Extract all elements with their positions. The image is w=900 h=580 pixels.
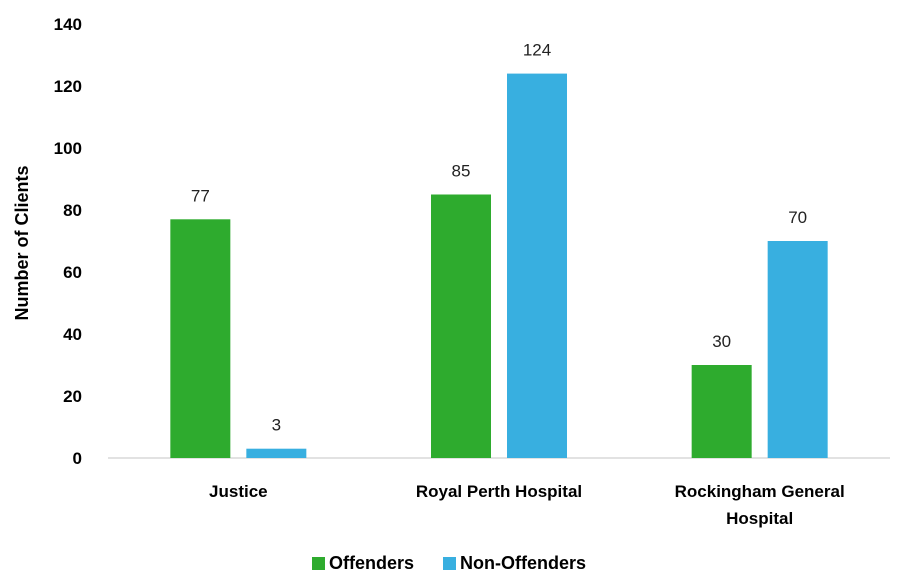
legend[interactable]: Offenders Non-Offenders: [312, 553, 586, 573]
data-label: 124: [523, 41, 551, 60]
bar-non-offenders[interactable]: [246, 448, 307, 458]
y-tick-label: 100: [54, 139, 82, 158]
bar-offenders[interactable]: [431, 194, 491, 459]
legend-item-non-offenders[interactable]: Non-Offenders: [443, 553, 586, 573]
x-category-label: Rockingham General: [675, 482, 845, 501]
data-label: 77: [191, 186, 210, 205]
bar-non-offenders[interactable]: [767, 241, 828, 458]
legend-swatch: [312, 557, 325, 570]
data-labels: 77 3 85 124 30 70: [191, 41, 807, 435]
legend-label: Offenders: [329, 553, 414, 573]
bars: [170, 73, 828, 459]
data-label: 85: [452, 162, 471, 181]
data-label: 70: [788, 208, 807, 227]
data-label: 3: [272, 416, 281, 435]
y-tick-label: 60: [63, 263, 82, 282]
axes: 0 20 40 60 80 100 120 140 Justice Royal Perth Hos…: [54, 15, 890, 528]
data-label: 30: [712, 332, 731, 351]
y-tick-label: 40: [63, 325, 82, 344]
bar-offenders[interactable]: [691, 365, 752, 458]
y-tick-label: 80: [63, 201, 82, 220]
y-tick-label: 20: [63, 387, 82, 406]
legend-swatch: [443, 557, 456, 570]
legend-label: Non-Offenders: [460, 553, 586, 573]
y-axis-title: Number of Clients: [12, 165, 32, 320]
y-tick-label: 0: [73, 449, 82, 468]
x-category-label: Royal Perth Hospital: [416, 482, 582, 501]
bar-non-offenders[interactable]: [507, 73, 567, 458]
x-category-label: Hospital: [726, 509, 793, 528]
bar-offenders[interactable]: [170, 219, 231, 458]
y-tick-label: 120: [54, 77, 82, 96]
x-category-label: Justice: [209, 482, 268, 501]
legend-item-offenders[interactable]: Offenders: [312, 553, 414, 573]
y-tick-label: 140: [54, 15, 82, 34]
